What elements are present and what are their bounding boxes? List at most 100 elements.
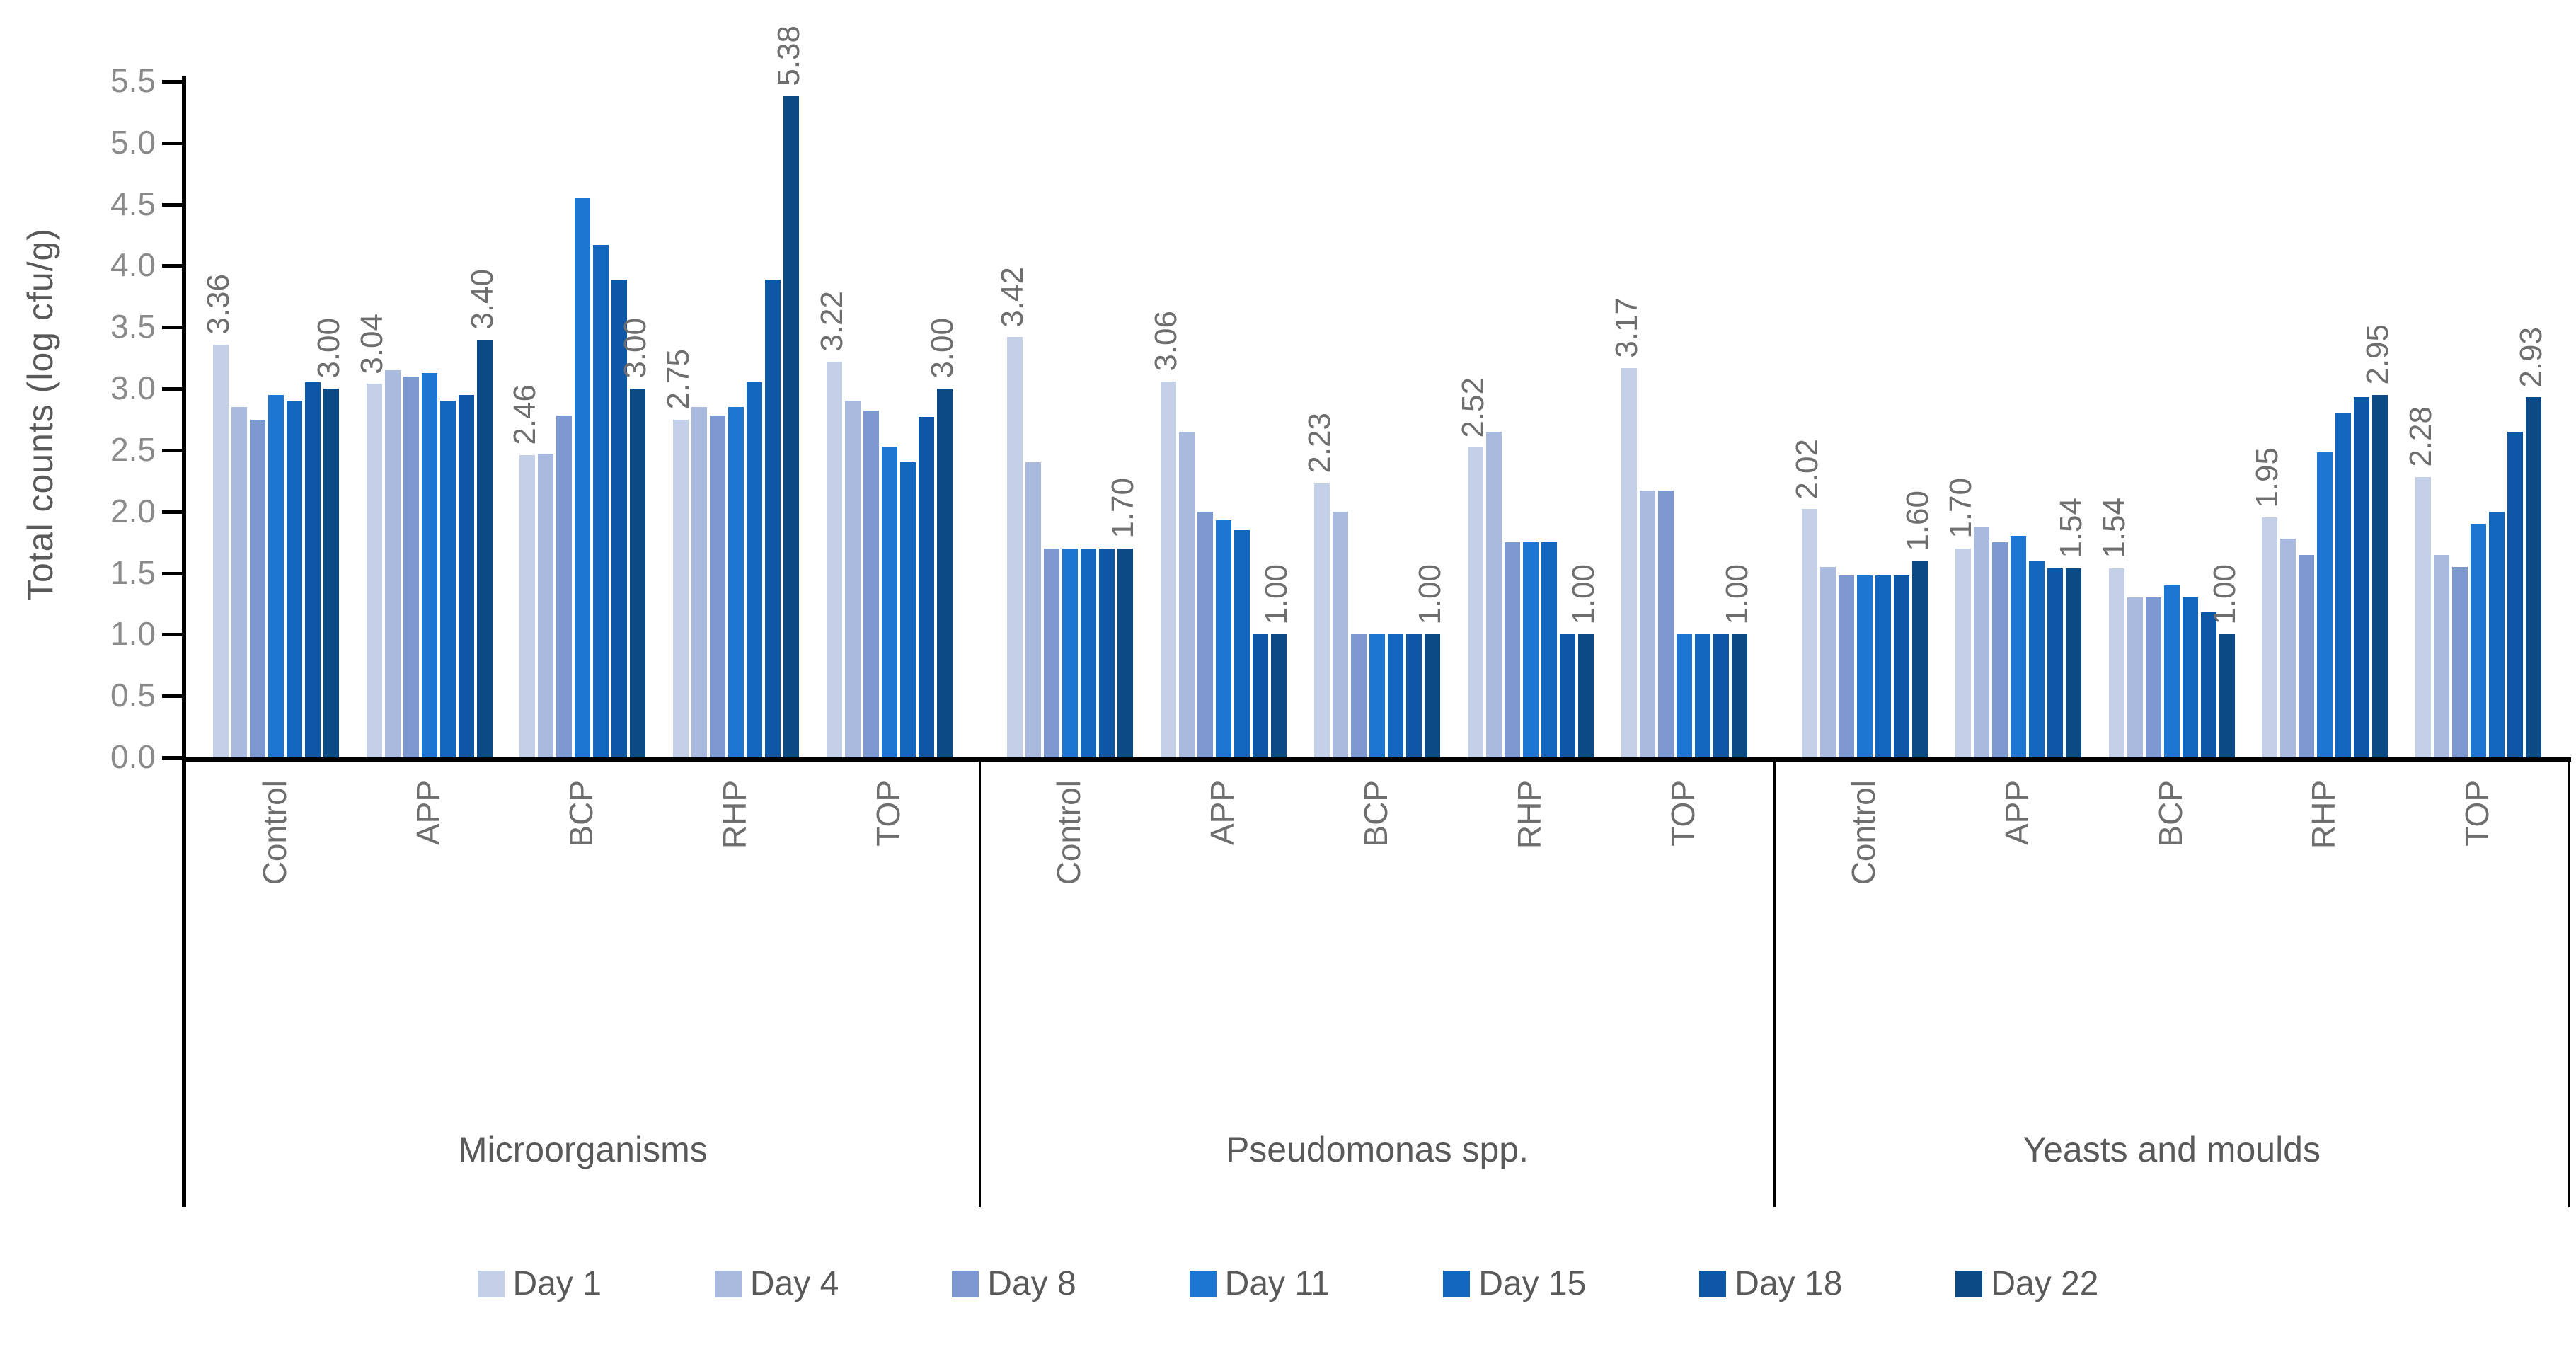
category-label-control-microorganisms: Control xyxy=(255,780,293,886)
y-axis-tick xyxy=(162,326,182,330)
bar-day-1-control-pseudomonas-spp xyxy=(1007,337,1023,757)
bar-day-22-control-pseudomonas-spp xyxy=(1117,548,1134,757)
bar-value-label: 2.28 xyxy=(2403,406,2439,468)
bar-day-8-bcp-microorganisms xyxy=(556,416,573,757)
bar-day-11-rhp-microorganisms xyxy=(728,407,744,757)
y-axis-tick xyxy=(162,80,182,84)
bar-day-11-bcp-microorganisms xyxy=(575,197,591,757)
bar-day-4-bcp-pseudomonas-spp xyxy=(1333,511,1348,757)
legend-swatch-icon xyxy=(714,1271,742,1297)
bar-day-22-top-microorganisms xyxy=(936,389,953,757)
bar-day-1-control-microorganisms xyxy=(212,344,229,757)
bar-day-22-top-pseudomonas-spp xyxy=(1731,634,1747,757)
bar-day-15-app-yeasts-and-moulds xyxy=(2028,561,2045,757)
legend-swatch-icon xyxy=(1955,1271,1983,1297)
legend-label: Day 11 xyxy=(1224,1265,1330,1302)
bar-day-1-top-yeasts-and-moulds xyxy=(2415,477,2432,757)
y-axis-line xyxy=(182,76,186,1207)
bar-day-4-top-pseudomonas-spp xyxy=(1639,491,1655,757)
bar-value-label: 1.60 xyxy=(1900,490,1936,551)
bar-day-15-bcp-pseudomonas-spp xyxy=(1388,634,1403,757)
y-axis-tick-label: 4.0 xyxy=(110,246,156,284)
bar-day-18-rhp-microorganisms xyxy=(765,279,781,757)
section-label-yeasts-and-moulds: Yeasts and moulds xyxy=(2023,1130,2321,1169)
bar-day-11-control-pseudomonas-spp xyxy=(1062,548,1079,757)
bar-day-4-bcp-microorganisms xyxy=(538,454,554,757)
bar-day-1-bcp-pseudomonas-spp xyxy=(1314,483,1330,757)
legend-item-day-18: Day 18 xyxy=(1699,1267,1842,1301)
bar-day-22-rhp-microorganisms xyxy=(783,96,800,757)
bar-day-18-rhp-yeasts-and-moulds xyxy=(2354,397,2370,757)
bar-day-1-bcp-yeasts-and-moulds xyxy=(2108,568,2124,757)
bar-day-11-control-yeasts-and-moulds xyxy=(1857,575,1873,757)
bar-day-15-rhp-microorganisms xyxy=(747,382,763,757)
bar-day-15-top-microorganisms xyxy=(899,462,916,757)
bar-value-label: 2.02 xyxy=(1790,438,1825,500)
bar-day-15-top-pseudomonas-spp xyxy=(1694,634,1710,757)
bar-value-label: 1.95 xyxy=(2250,447,2285,508)
legend-label: Day 18 xyxy=(1735,1265,1843,1302)
bar-value-label: 2.23 xyxy=(1302,413,1337,474)
bar-day-8-top-microorganisms xyxy=(863,411,879,757)
legend-item-day-15: Day 15 xyxy=(1443,1267,1586,1301)
bar-day-1-control-yeasts-and-moulds xyxy=(1802,509,1818,757)
category-label-app-microorganisms: APP xyxy=(409,780,447,846)
bar-day-8-app-pseudomonas-spp xyxy=(1197,511,1214,757)
bar-day-8-control-pseudomonas-spp xyxy=(1044,548,1060,757)
bar-value-label: 3.42 xyxy=(995,266,1030,328)
bar-day-18-app-microorganisms xyxy=(458,394,474,757)
bar-day-1-app-yeasts-and-moulds xyxy=(1955,548,1971,757)
bar-value-label: 1.00 xyxy=(2207,563,2242,625)
bar-value-label: 3.06 xyxy=(1149,311,1184,372)
bar-day-22-bcp-yeasts-and-moulds xyxy=(2219,634,2235,757)
legend-item-day-22: Day 22 xyxy=(1955,1267,2098,1301)
bar-day-18-bcp-yeasts-and-moulds xyxy=(2200,612,2216,757)
bar-day-8-rhp-yeasts-and-moulds xyxy=(2299,554,2315,757)
section-divider xyxy=(1773,757,1776,1207)
bar-day-11-bcp-yeasts-and-moulds xyxy=(2163,585,2180,757)
bar-day-4-control-microorganisms xyxy=(231,407,247,757)
bar-day-11-top-pseudomonas-spp xyxy=(1676,634,1692,757)
bar-value-label: 2.93 xyxy=(2514,326,2549,388)
y-axis-tick xyxy=(162,141,182,145)
bar-day-22-app-pseudomonas-spp xyxy=(1271,634,1287,757)
bar-day-8-rhp-pseudomonas-spp xyxy=(1504,542,1520,757)
bar-day-11-top-microorganisms xyxy=(881,446,897,757)
section-divider xyxy=(979,757,982,1207)
bar-day-8-top-pseudomonas-spp xyxy=(1657,491,1674,757)
y-axis-tick xyxy=(162,694,182,699)
category-label-app-pseudomonas-spp: APP xyxy=(1204,780,1241,846)
bar-day-22-rhp-pseudomonas-spp xyxy=(1577,634,1594,757)
legend-swatch-icon xyxy=(1443,1271,1471,1297)
bar-value-label: 1.00 xyxy=(1719,563,1754,625)
bar-day-18-app-yeasts-and-moulds xyxy=(2047,568,2063,757)
bar-day-8-rhp-microorganisms xyxy=(710,416,726,757)
bar-value-label: 2.52 xyxy=(1455,377,1490,438)
legend-swatch-icon xyxy=(952,1271,979,1297)
bar-value-label: 1.70 xyxy=(1105,478,1141,539)
legend-item-day-1: Day 1 xyxy=(477,1267,602,1301)
bar-value-label: 3.22 xyxy=(814,291,849,352)
bar-day-4-control-yeasts-and-moulds xyxy=(1820,566,1836,757)
bar-day-22-app-yeasts-and-moulds xyxy=(2065,568,2081,757)
bar-day-4-bcp-yeasts-and-moulds xyxy=(2127,597,2143,757)
bar-day-1-rhp-yeasts-and-moulds xyxy=(2262,517,2278,757)
bar-day-18-control-microorganisms xyxy=(304,382,321,757)
legend-item-day-8: Day 8 xyxy=(952,1267,1076,1301)
legend-swatch-icon xyxy=(1189,1271,1217,1297)
legend-label: Day 22 xyxy=(1991,1265,2099,1302)
y-axis-tick xyxy=(162,202,182,207)
legend-swatch-icon xyxy=(1699,1271,1727,1297)
bar-value-label: 5.38 xyxy=(771,25,807,86)
bar-day-11-app-pseudomonas-spp xyxy=(1216,520,1232,757)
bar-value-label: 3.40 xyxy=(464,269,500,330)
bar-day-11-control-microorganisms xyxy=(268,394,284,757)
bar-day-1-top-microorganisms xyxy=(826,361,842,757)
bar-day-11-rhp-pseudomonas-spp xyxy=(1522,542,1539,757)
y-axis-tick-label: 1.5 xyxy=(110,554,156,591)
bar-day-15-bcp-microorganisms xyxy=(593,244,609,757)
bar-day-22-top-yeasts-and-moulds xyxy=(2526,397,2542,757)
bar-day-8-top-yeasts-and-moulds xyxy=(2452,566,2468,757)
bar-value-label: 1.54 xyxy=(2053,497,2088,558)
bar-day-4-app-microorganisms xyxy=(384,370,401,757)
